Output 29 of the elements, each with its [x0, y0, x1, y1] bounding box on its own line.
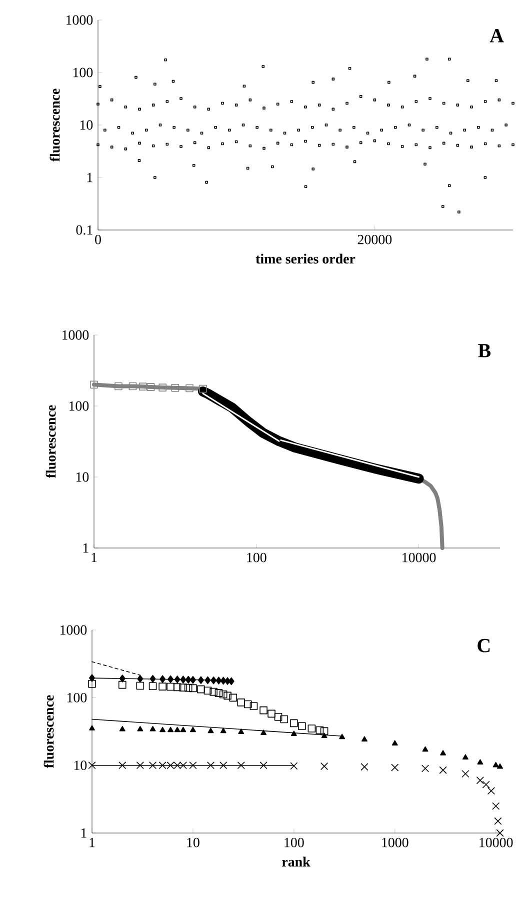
annotation: C [478, 638, 490, 652]
annotation: B [478, 344, 491, 358]
y-tick-label: 100 [67, 692, 87, 702]
x-tick-label: 10 [187, 838, 200, 848]
y-tick-label: 1000 [66, 15, 93, 25]
y-axis-title: fluorescence [46, 405, 56, 478]
y-tick-label: 10 [74, 760, 87, 770]
x-tick-label: 20000 [358, 234, 392, 244]
y-tick-label: 1 [83, 543, 88, 553]
y-axis-title: fluorescence [44, 695, 54, 768]
y-tick-label: 100 [69, 401, 89, 411]
y-tick-label: 0.1 [76, 225, 92, 235]
y-tick-label: 10 [76, 472, 89, 482]
x-tick-label: 10000 [402, 552, 436, 562]
y-tick-label: 1 [81, 828, 86, 838]
x-tick-label: 10000 [480, 838, 513, 848]
x-tick-label: 0 [95, 234, 101, 244]
x-tick-label: 100 [247, 552, 266, 562]
y-tick-label: 1000 [62, 330, 89, 340]
x-axis-title: time series order [256, 254, 356, 264]
x-axis-title: rank [282, 856, 310, 867]
annotation: A [490, 29, 504, 42]
y-axis-title: fluorescence [50, 88, 60, 162]
x-tick-label: 1000 [382, 838, 408, 848]
x-tick-label: 100 [284, 838, 304, 848]
y-tick-label: 1000 [60, 625, 87, 635]
y-tick-label: 1 [87, 172, 92, 182]
y-tick-label: 10 [80, 120, 93, 130]
y-tick-label: 100 [73, 68, 93, 78]
